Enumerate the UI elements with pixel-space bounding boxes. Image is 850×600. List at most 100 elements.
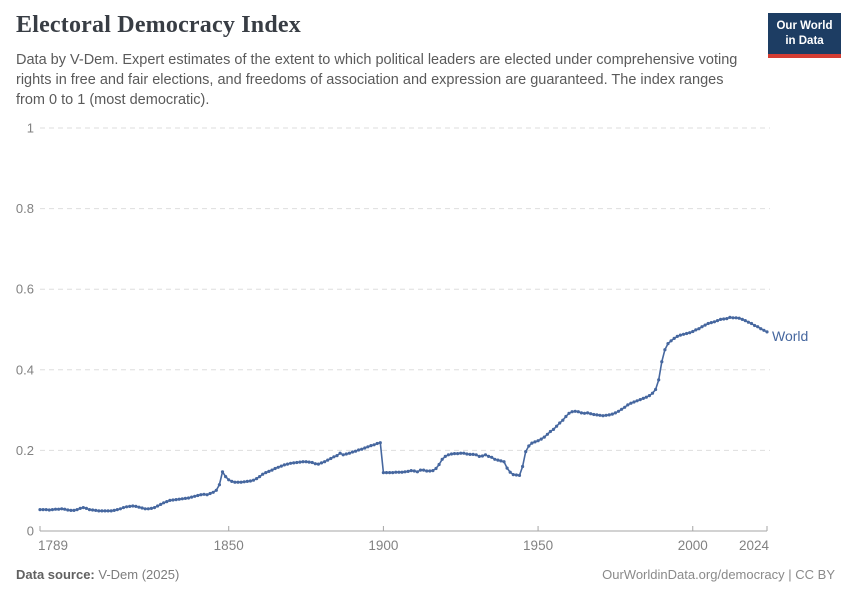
data-point <box>91 508 95 512</box>
data-point <box>437 462 441 467</box>
data-point <box>666 342 670 346</box>
data-point <box>375 441 379 446</box>
data-point <box>270 468 274 472</box>
data-point <box>660 360 664 364</box>
data-point <box>162 501 166 505</box>
data-point <box>533 440 537 444</box>
data-point <box>38 508 42 512</box>
data-point <box>468 452 472 456</box>
data-point <box>551 427 556 431</box>
data-point <box>183 496 187 500</box>
data-point <box>97 509 101 513</box>
data-point <box>691 329 695 334</box>
data-point <box>211 490 215 494</box>
x-tick-label: 2024 <box>739 538 770 553</box>
data-point <box>418 468 423 472</box>
data-point <box>106 509 110 513</box>
data-point <box>47 508 51 512</box>
data-point <box>728 315 732 319</box>
data-point <box>208 491 212 496</box>
data-point <box>152 506 157 510</box>
data-point <box>505 466 509 470</box>
data-point <box>579 411 584 415</box>
data-point <box>338 451 342 455</box>
data-point <box>592 412 596 417</box>
data-point <box>341 453 345 457</box>
data-point <box>586 411 590 415</box>
license-credit: OurWorldinData.org/democracy | CC BY <box>602 567 835 582</box>
data-point <box>681 332 686 336</box>
data-point <box>542 435 546 439</box>
data-point <box>180 497 184 501</box>
data-point <box>378 441 382 445</box>
y-tick-label: 0.2 <box>16 443 34 458</box>
data-point <box>384 471 389 475</box>
data-point <box>487 454 491 458</box>
data-point <box>737 316 741 320</box>
data-point <box>233 480 237 484</box>
data-point <box>168 498 172 502</box>
data-point <box>428 469 432 473</box>
data-point <box>128 504 132 508</box>
data-point <box>508 470 512 474</box>
data-point <box>301 460 305 464</box>
data-point <box>137 505 141 509</box>
x-tick-label: 1900 <box>368 538 398 553</box>
data-point <box>344 452 348 456</box>
data-point <box>462 451 466 455</box>
data-point <box>245 479 249 483</box>
data-point <box>527 444 531 448</box>
data-point <box>613 411 618 415</box>
data-point <box>632 400 636 404</box>
data-point <box>616 409 621 413</box>
chart-canvas: 0 0.2 0.4 0.6 0.8 1 1789 1850 1900 1950 2000 2024 <box>16 121 770 553</box>
data-point <box>69 508 73 512</box>
data-point <box>323 460 327 464</box>
data-point <box>471 452 475 456</box>
data-point <box>220 470 225 474</box>
data-point <box>459 451 463 455</box>
data-point <box>353 449 358 453</box>
data-point <box>654 387 658 392</box>
data-point <box>261 472 265 476</box>
data-point <box>125 505 129 509</box>
data-point <box>332 455 336 459</box>
data-point <box>78 506 82 510</box>
data-point <box>75 508 79 512</box>
data-point <box>131 504 135 508</box>
data-point <box>66 508 70 512</box>
data-point <box>307 460 311 464</box>
data-point <box>251 478 256 482</box>
data-point <box>657 378 661 382</box>
data-point <box>635 399 639 403</box>
data-point <box>258 475 262 479</box>
data-point <box>601 414 605 418</box>
data-point <box>582 411 587 415</box>
data-point <box>87 508 92 512</box>
data-point <box>706 321 710 326</box>
data-point <box>743 319 747 323</box>
data-point <box>409 469 413 473</box>
data-point <box>329 456 333 461</box>
data-point <box>372 443 376 447</box>
data-point <box>561 418 565 422</box>
data-point <box>230 479 234 483</box>
data-point <box>499 459 503 463</box>
data-point <box>304 460 308 464</box>
data-point <box>555 424 559 428</box>
data-point <box>326 458 330 462</box>
data-point <box>214 488 218 492</box>
data-point <box>502 460 506 464</box>
data-point <box>146 507 150 511</box>
data-point <box>465 452 469 456</box>
data-point <box>360 447 364 451</box>
data-point <box>570 410 574 414</box>
data-point <box>196 493 200 498</box>
data-point <box>199 493 203 497</box>
data-point <box>712 320 717 324</box>
data-point <box>94 508 98 512</box>
data-point <box>313 462 317 466</box>
data-point <box>765 330 769 334</box>
data-point <box>267 469 271 473</box>
data-point <box>697 327 701 331</box>
